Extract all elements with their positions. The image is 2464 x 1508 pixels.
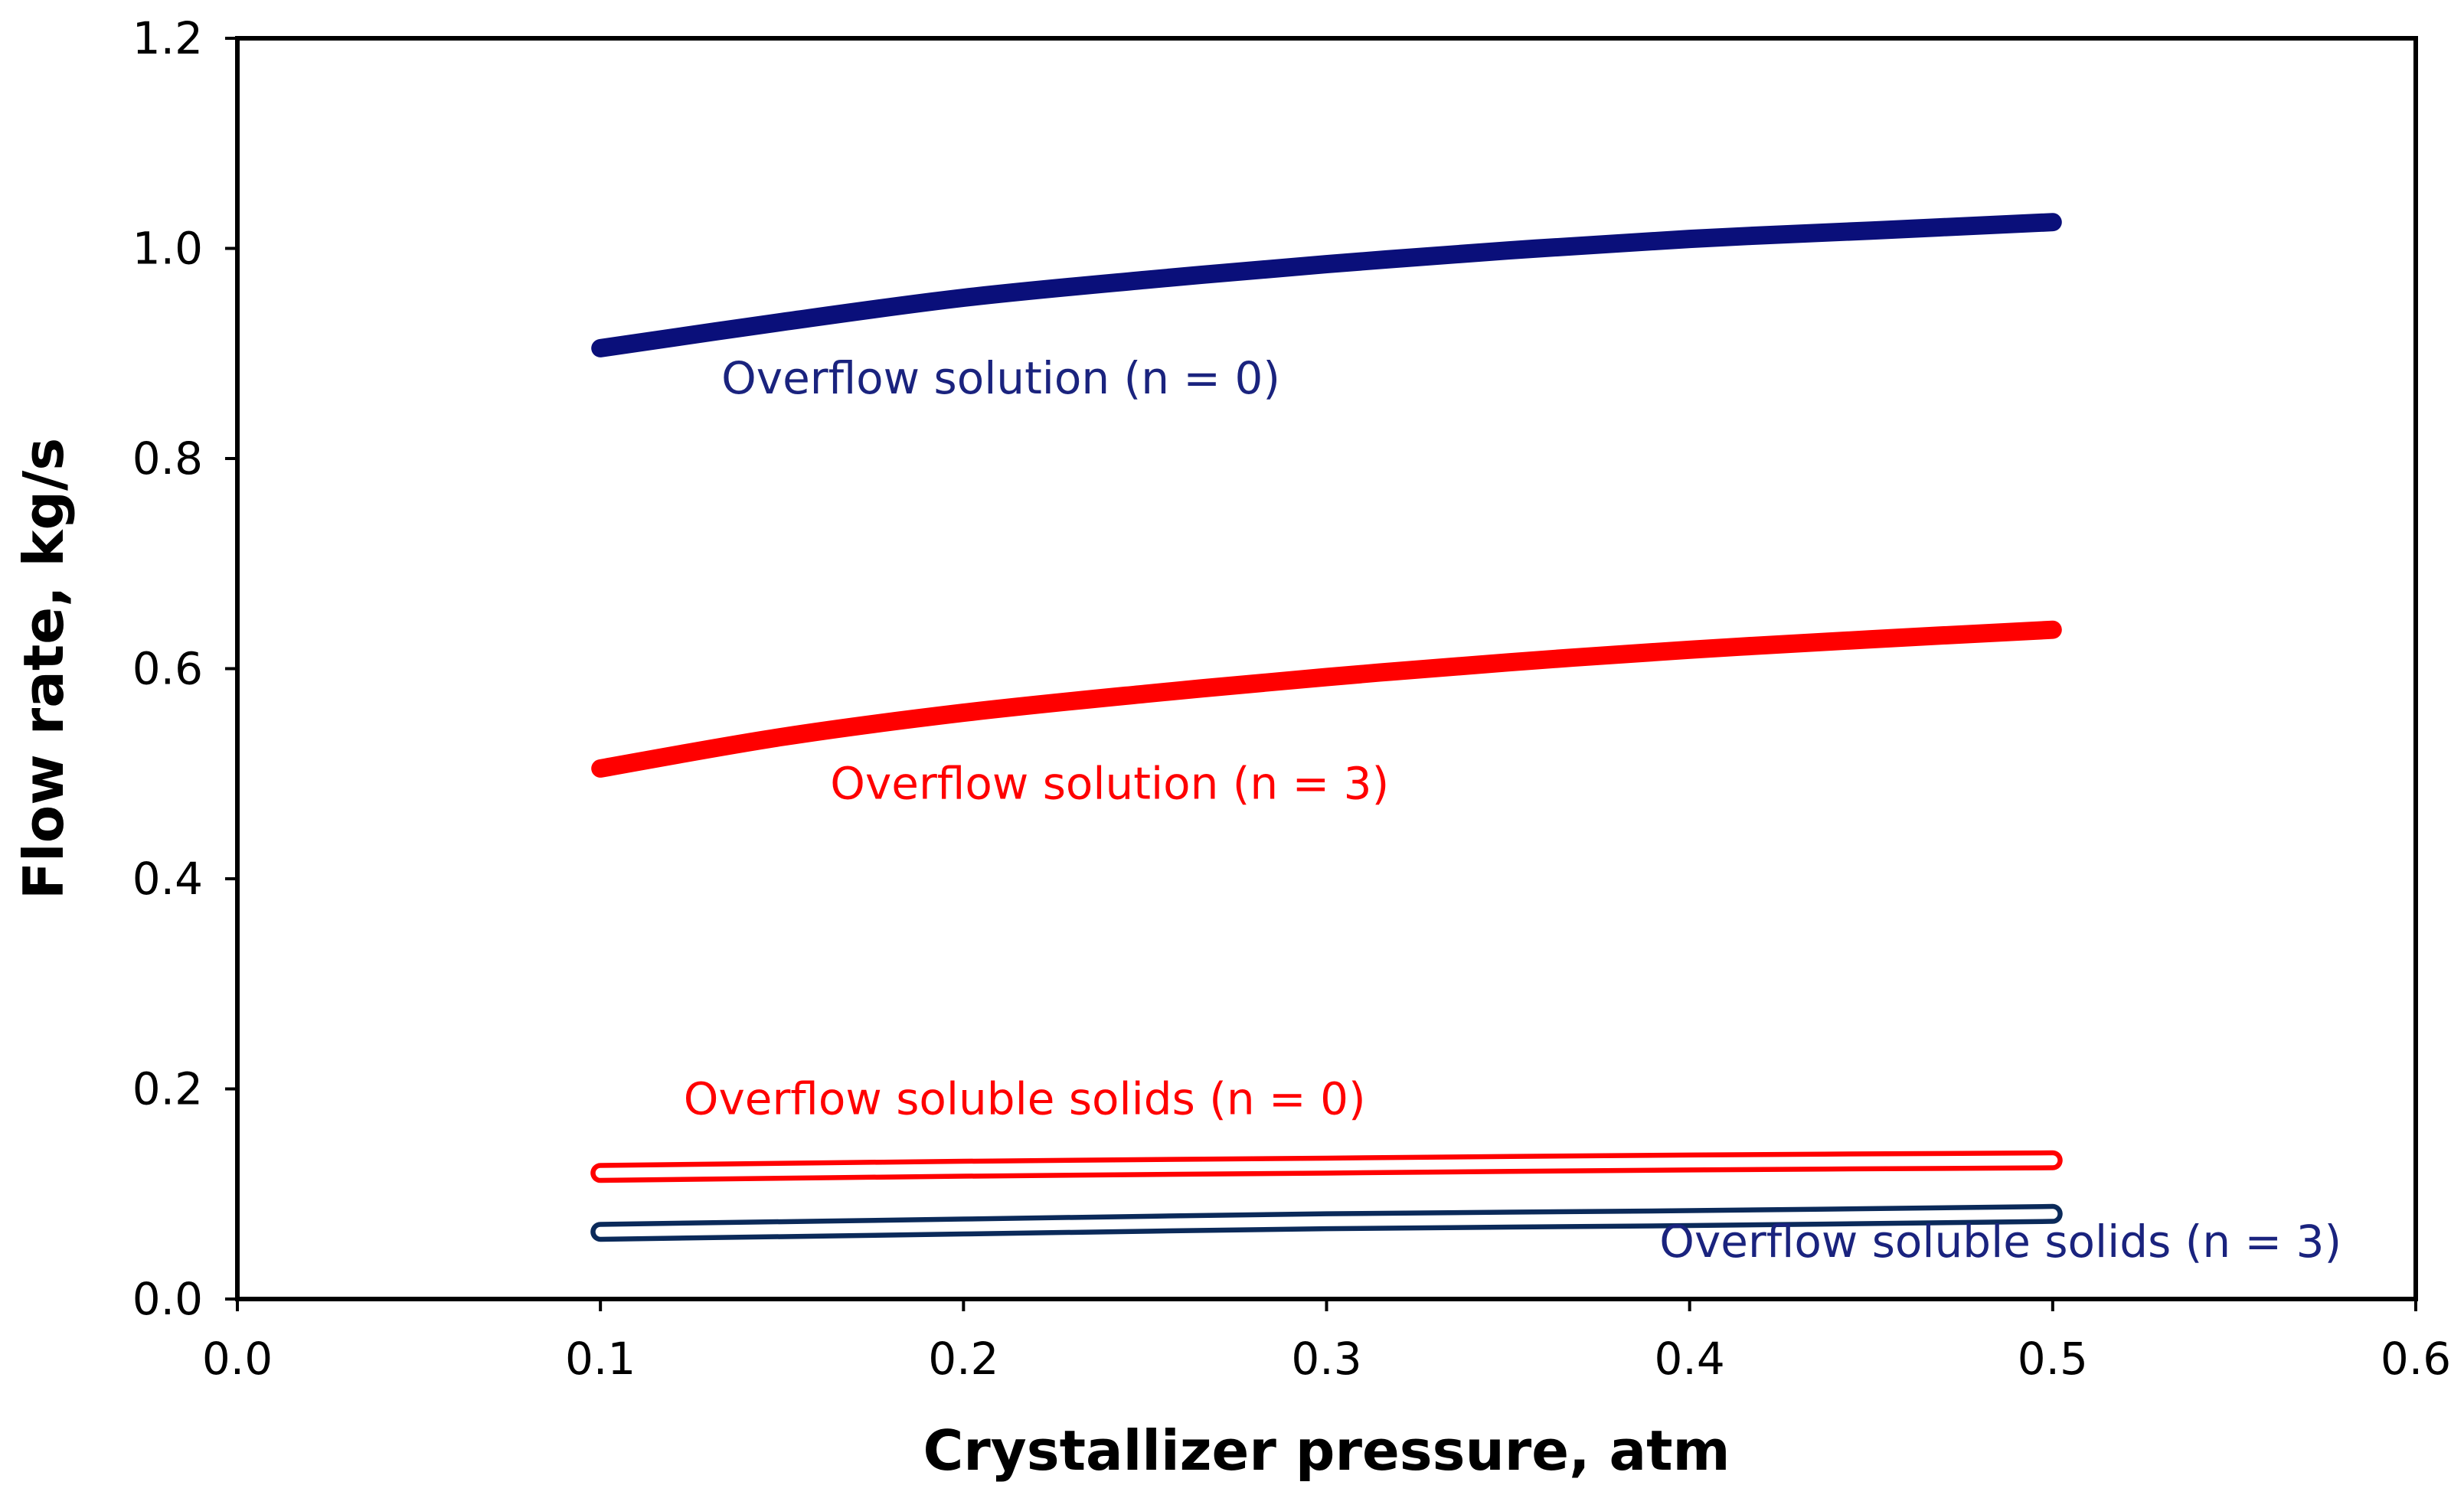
series-layer <box>590 213 2063 1242</box>
x-tick-label: 0.0 <box>202 1333 273 1385</box>
series-inner <box>595 1209 2058 1237</box>
x-axis-ticks: 0.0 0.1 0.2 0.3 0.4 0.5 0.6 <box>202 1299 2451 1385</box>
y-tick-label: 1.0 <box>132 223 203 275</box>
x-tick-label: 0.6 <box>2381 1333 2451 1385</box>
y-tick-label: 0.4 <box>132 853 203 905</box>
x-tick-label: 0.5 <box>2018 1333 2088 1385</box>
annotations-layer: Overflow solution (n = 0) Overflow soluti… <box>684 352 2341 1268</box>
x-tick-label: 0.1 <box>565 1333 636 1385</box>
series-annotation-label: Overflow soluble solids (n = 0) <box>684 1072 1366 1124</box>
plot-area-frame <box>235 36 2418 1301</box>
series-stroke <box>591 620 2062 778</box>
series-line-overflow-soluble-solids-n-3 <box>590 1203 2063 1242</box>
series-annotation-label: Overflow solution (n = 3) <box>830 758 1389 810</box>
y-tick-label: 0.8 <box>132 432 203 485</box>
series-line-overflow-solution-n-0 <box>591 213 2062 357</box>
y-tick-label: 0.0 <box>132 1273 203 1325</box>
y-axis-ticks: 0.0 0.2 0.4 0.6 0.8 1.0 1.2 <box>132 12 237 1325</box>
series-annotation-label: Overflow solution (n = 0) <box>721 352 1280 404</box>
y-tick-label: 0.2 <box>132 1063 203 1115</box>
x-tick-label: 0.3 <box>1291 1333 1361 1385</box>
x-tick-label: 0.2 <box>928 1333 998 1385</box>
y-tick-label: 1.2 <box>132 12 203 64</box>
series-annotation-label: Overflow soluble solids (n = 3) <box>1659 1216 2341 1268</box>
y-axis-title: Flow rate, kg/s <box>11 438 76 899</box>
y-tick-label: 0.6 <box>132 643 203 695</box>
x-tick-label: 0.4 <box>1655 1333 1725 1385</box>
series-inner <box>595 1155 2058 1178</box>
series-line-overflow-soluble-solids-n-0 <box>590 1150 2063 1183</box>
series-stroke <box>591 213 2062 357</box>
x-axis-title: Crystallizer pressure, atm <box>923 1418 1730 1483</box>
series-line-overflow-solution-n-3 <box>591 620 2062 778</box>
